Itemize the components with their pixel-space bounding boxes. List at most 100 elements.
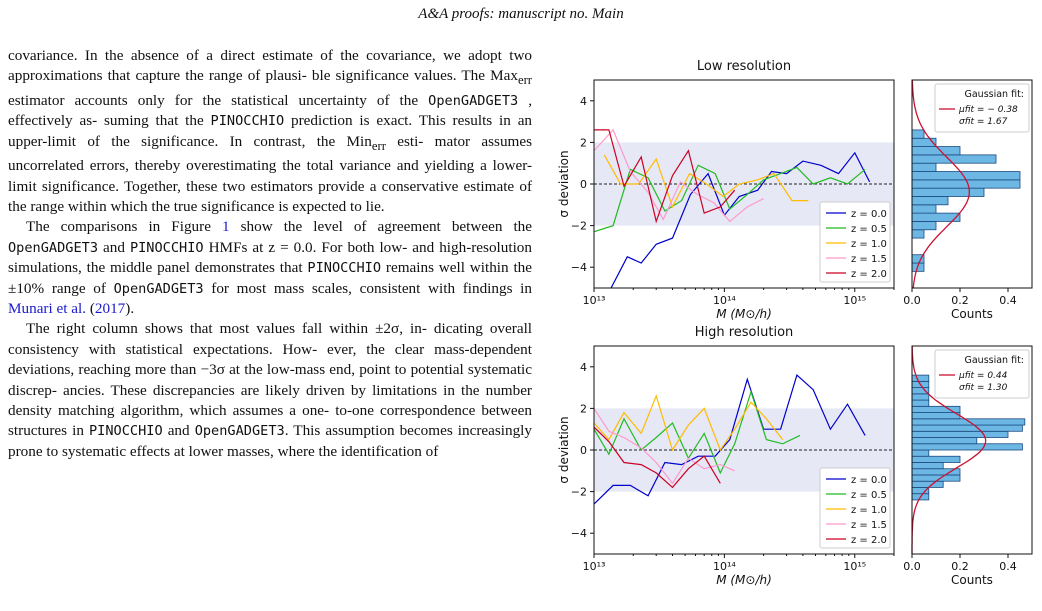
x-axis-label: M (M⊙/h)	[716, 573, 772, 587]
chart-title: Low resolution	[697, 59, 791, 74]
series-line-4	[594, 129, 736, 224]
gaussian-fit-curve	[911, 346, 987, 554]
fit-legend-box	[934, 349, 1030, 399]
series-line-1	[594, 389, 801, 475]
legend-label: z = 0.0	[851, 209, 887, 220]
series-line-1	[594, 164, 866, 233]
histogram-bar	[911, 437, 978, 445]
legend-box	[819, 467, 891, 549]
histogram-bar	[911, 204, 937, 214]
histogram-bar	[911, 129, 925, 139]
hist-x-tick-label: 0.0	[903, 294, 921, 307]
histogram-bar	[911, 196, 949, 206]
histogram-bar	[911, 412, 961, 420]
legend-box	[819, 201, 891, 283]
chart-panel-0: Low resolution 4 2 0 −2 −4 10¹³ 10¹⁴ 10¹⁵ M (M⊙/h…	[557, 59, 1033, 321]
histogram-bar	[911, 474, 961, 482]
legend-label: z = 2.0	[851, 269, 887, 280]
legend-label: z = 0.5	[851, 224, 887, 235]
figure-reference-link[interactable]: 1	[221, 218, 230, 236]
y-tick-label: 0	[580, 444, 587, 457]
citation-year-link[interactable]: 2017	[94, 299, 126, 317]
citation-link[interactable]: Munari et al.	[8, 299, 87, 317]
y-tick-label: 2	[580, 136, 587, 149]
y-tick-label: 2	[580, 402, 587, 415]
legend-label: z = 1.0	[851, 505, 887, 516]
histogram-bar	[911, 221, 937, 231]
legend-label: z = 0.0	[851, 475, 887, 486]
legend-label: z = 2.0	[851, 535, 887, 546]
histogram-bar	[911, 374, 930, 382]
histogram-bar	[911, 399, 930, 407]
histogram-bar	[911, 462, 944, 470]
chart-title: High resolution	[695, 325, 794, 340]
y-tick-label: −2	[571, 220, 587, 233]
fit-legend-sigma: σfit = 1.30	[959, 383, 1008, 393]
histogram-bar	[911, 480, 944, 488]
x-tick-label: 10¹³	[583, 294, 606, 307]
page-header: A&A proofs: manuscript no. Main	[418, 6, 624, 22]
series-line-2	[594, 394, 784, 452]
histogram-bar	[911, 393, 930, 401]
histogram-frame	[911, 345, 1033, 555]
series-line-2	[603, 154, 809, 209]
x-axis-label: M (M⊙/h)	[716, 307, 772, 321]
histogram-frame	[911, 79, 1033, 289]
legend-label: z = 0.5	[851, 490, 887, 501]
legend-label: z = 1.0	[851, 239, 887, 250]
fit-legend-mu: μfit = − 0.38	[958, 105, 1018, 115]
histogram-bar	[911, 162, 937, 172]
y-tick-label: −4	[571, 527, 587, 540]
y-tick-label: 0	[580, 178, 587, 191]
fit-legend-sigma: σfit = 1.67	[959, 117, 1008, 127]
histogram-bar	[911, 430, 1009, 438]
series-line-3	[594, 128, 764, 223]
series-line-4	[594, 426, 721, 489]
body-text-column: covariance. In the absence of a direct e…	[8, 46, 532, 462]
series-line-0	[594, 374, 866, 505]
fit-legend-box	[934, 83, 1030, 133]
legend-label: z = 1.5	[851, 254, 887, 265]
series-line-3	[594, 408, 735, 485]
y-tick-label: −4	[571, 261, 587, 274]
histogram-bar	[911, 455, 961, 463]
histogram-bar	[911, 418, 1026, 426]
histogram-bar	[911, 443, 1023, 451]
paragraph-2: The comparisons in Figure 1 show the lev…	[8, 218, 533, 317]
hist-x-tick-label: 0.2	[951, 560, 969, 573]
hist-x-label: Counts	[951, 573, 993, 587]
fit-legend-mu: μfit = 0.44	[958, 371, 1008, 381]
figure-svg: Low resolution 4 2 0 −2 −4 10¹³ 10¹⁴ 10¹⁵ M (M⊙/h…	[557, 59, 1033, 587]
fit-legend-title: Gaussian fit:	[964, 355, 1024, 366]
series-line-0	[610, 151, 871, 288]
x-tick-label: 10¹⁴	[713, 560, 736, 573]
hist-x-tick-label: 0.2	[951, 294, 969, 307]
hist-x-tick-label: 0.0	[903, 560, 921, 573]
hist-x-tick-label: 0.4	[999, 560, 1017, 573]
histogram-bar	[911, 424, 1023, 432]
y-axis-label: σ deviation	[557, 416, 571, 483]
x-tick-label: 10¹⁴	[713, 294, 736, 307]
histogram-bar	[911, 146, 961, 156]
x-tick-label: 10¹⁵	[843, 560, 866, 573]
chart-panel-1: High resolution 4 2 0 −2 −4 10¹³ 10¹⁴ 10¹⁵ M (M⊙/…	[557, 325, 1033, 587]
histogram-bar	[911, 229, 925, 239]
histogram-bar	[911, 154, 997, 164]
hist-x-tick-label: 0.4	[999, 294, 1017, 307]
histogram-bar	[911, 387, 930, 395]
legend-label: z = 1.5	[851, 520, 887, 531]
histogram-bar	[911, 187, 985, 197]
histogram-bar	[911, 449, 930, 457]
x-tick-label: 10¹⁵	[843, 294, 866, 307]
y-tick-label: 4	[580, 361, 587, 374]
fit-legend-title: Gaussian fit:	[964, 89, 1024, 100]
figure-panels: Low resolution 4 2 0 −2 −4 10¹³ 10¹⁴ 10¹⁵ M (M⊙/h…	[552, 40, 1040, 606]
gaussian-fit-curve	[911, 79, 970, 289]
paragraph-1: covariance. In the absence of a direct e…	[8, 47, 533, 215]
y-axis-label: σ deviation	[557, 150, 571, 217]
x-tick-label: 10¹³	[583, 560, 606, 573]
y-tick-label: 4	[580, 95, 587, 108]
hist-x-label: Counts	[951, 307, 993, 321]
y-tick-label: −2	[571, 486, 587, 499]
paragraph-3: The right column shows that most values …	[8, 320, 533, 460]
